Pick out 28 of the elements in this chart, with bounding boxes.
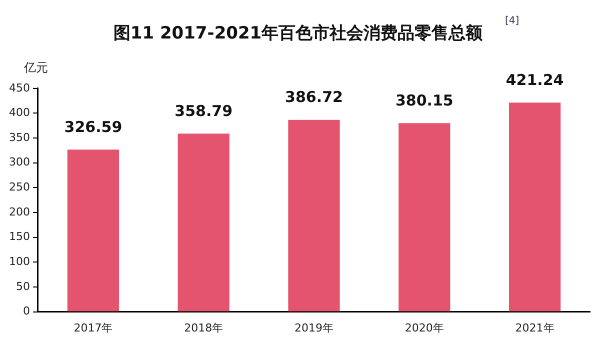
bar [288, 120, 340, 312]
y-tick-label: 450 [8, 81, 30, 94]
chart-title: 图11 2017-2021年百色市社会消费品零售总额 [113, 24, 484, 44]
y-tick-label: 350 [8, 130, 30, 144]
bar [398, 123, 450, 312]
x-tick-label: 2020年 [404, 321, 444, 334]
y-tick-label: 50 [16, 280, 30, 293]
data-label: 326.59 [64, 118, 122, 136]
y-axis-title: 亿元 [22, 60, 48, 75]
x-tick-label: 2018年 [184, 321, 224, 334]
text: [4] [505, 16, 520, 27]
data-label: 380.15 [395, 91, 454, 110]
bar [67, 150, 120, 312]
y-tick-label: 400 [8, 106, 30, 120]
x-tick-label: 2021年 [515, 321, 554, 334]
x-tick-label: 2019年 [294, 321, 334, 334]
y-tick-label: 100 [8, 255, 30, 268]
y-tick-label: 200 [8, 205, 30, 218]
y-tick-label: 300 [8, 156, 30, 169]
x-tick-label: 2017年 [74, 321, 113, 334]
data-label: 386.72 [285, 88, 343, 106]
data-label: 358.79 [174, 102, 233, 120]
bar [508, 102, 561, 312]
y-tick-label: 0 [22, 304, 30, 318]
y-tick-label: 250 [8, 180, 30, 194]
data-label: 421.24 [506, 71, 564, 90]
bar [178, 134, 230, 312]
y-tick-label: 150 [8, 230, 30, 244]
